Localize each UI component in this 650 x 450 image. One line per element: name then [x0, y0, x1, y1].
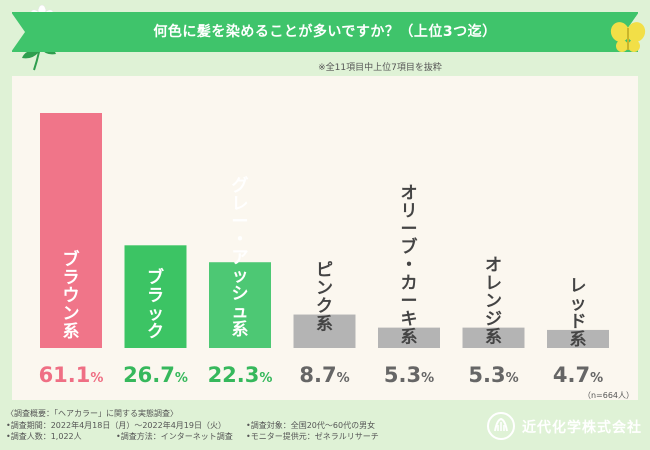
category-label-4: ピンク系: [316, 261, 333, 335]
bar-6: [462, 327, 525, 348]
category-label-5: オリーブ・カーキ系: [401, 184, 418, 348]
brand-emblem-icon: [487, 412, 515, 440]
bar-3: [209, 262, 271, 348]
butterfly-decoration-icon: [610, 22, 646, 52]
brand-name: 近代化学株式会社: [522, 420, 642, 436]
value-label-4: 8.7%: [299, 363, 349, 387]
category-label-3: グレー・アッシュ系: [232, 175, 249, 340]
sample-size: （n=664人）: [583, 391, 634, 400]
value-label-5: 5.3%: [384, 363, 434, 387]
footer-method: •調査方法：インターネット調査: [116, 432, 233, 441]
category-label-1: ブラウン系: [63, 249, 80, 342]
bar-5: [378, 327, 440, 348]
footer-period: •調査期間：2022年4月18日（月）〜2022年4月19日（火）: [6, 420, 226, 430]
subset-note: ※全11項目中上位7項目を抜粋: [318, 63, 442, 73]
footer-target: •調査対象：全国20代〜60代の男女: [246, 420, 376, 430]
bar-2: [124, 245, 187, 348]
footer-line-1: •調査期間：2022年4月18日（月）〜2022年4月19日（火） •調査対象：全…: [6, 420, 476, 432]
bar-1: [40, 113, 102, 348]
survey-footer: 〈調査概要：「ヘアカラー」に関する実態調査〉 •調査期間：2022年4月18日（…: [6, 408, 476, 443]
value-label-6: 5.3%: [468, 363, 518, 387]
footer-count: •調査人数：1,022人: [6, 432, 82, 441]
footer-overview: 〈調査概要：「ヘアカラー」に関する実態調査〉: [6, 409, 178, 418]
title-band: [11, 12, 639, 52]
category-label-2: ブラック: [147, 267, 164, 342]
chart-title: 何色に髪を染めることが多いですか？（上位3つ迄）: [153, 24, 497, 40]
value-label-2: 26.7%: [123, 363, 188, 387]
footer-provider: •モニター提供元：ゼネラルリサーチ: [246, 432, 379, 441]
category-label-7: レッド系: [570, 276, 587, 350]
value-label-7: 4.7%: [553, 363, 603, 387]
category-label-6: オレンジ系: [485, 256, 502, 348]
bar-4: [293, 314, 356, 348]
value-label-1: 61.1%: [39, 363, 104, 387]
brand-logo: 近代化学株式会社: [484, 410, 644, 442]
footer-line-2: •調査人数：1,022人 •調査方法：インターネット調査 •モニター提供元：ゼネラル…: [6, 431, 476, 443]
bar-7: [547, 329, 609, 348]
value-label-3: 22.3%: [208, 363, 273, 387]
